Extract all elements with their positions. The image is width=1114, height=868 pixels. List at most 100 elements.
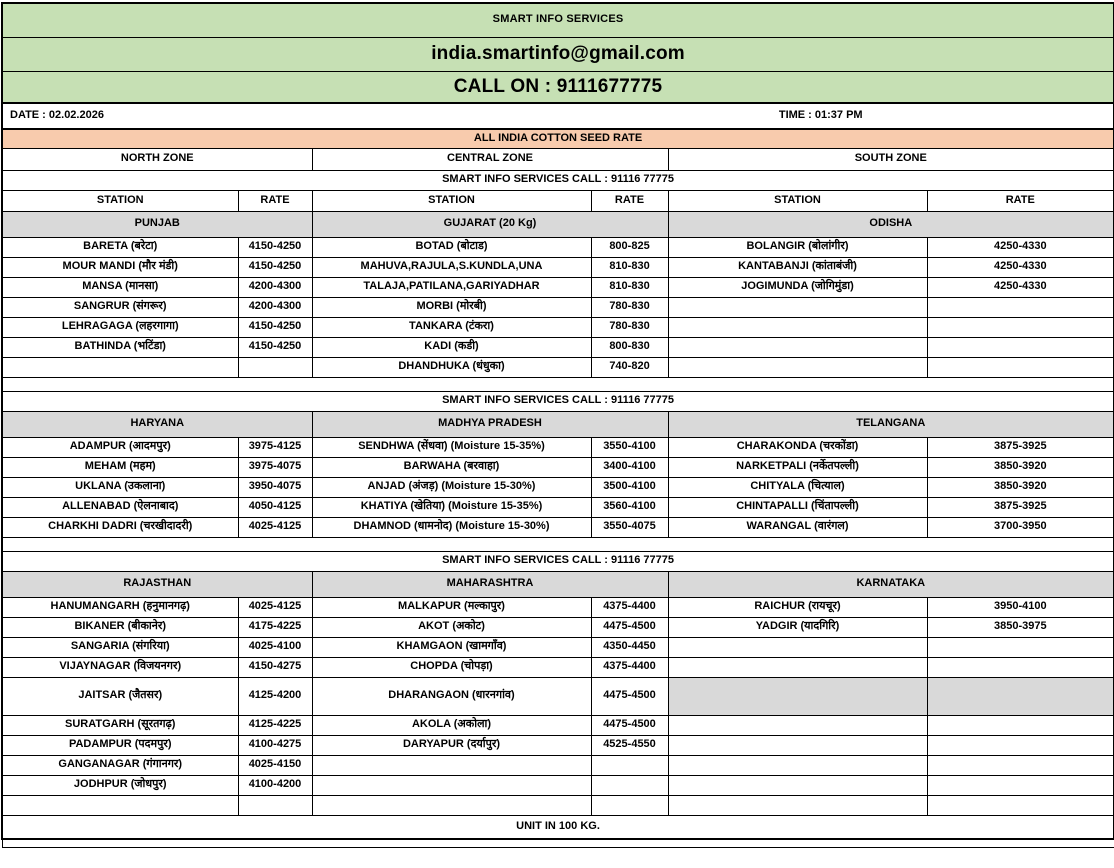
station-cell: JAITSAR (जैतसर) (1, 676, 239, 716)
station-cell: MANSA (मानसा) (1, 276, 239, 298)
rate-cell: 4150-4250 (237, 336, 313, 358)
block-gap-row (0, 376, 1114, 392)
table-row (1, 794, 1114, 816)
table-row: SURATGARH (सूरतगढ़) 4125-4225 AKOLA (अको… (1, 714, 1114, 736)
rate-cell: 4250-4330 (926, 236, 1114, 258)
rate-cell: 810-830 (590, 276, 669, 298)
rate-cell: 3850-3920 (926, 456, 1114, 478)
block-gap-row (0, 536, 1114, 552)
station-cell: GANGANAGAR (गंगानगर) (1, 754, 239, 776)
station-cell (311, 774, 592, 796)
rate-cell: 4525-4550 (590, 734, 669, 756)
rate-cell: 3400-4100 (590, 456, 669, 478)
state-header-rajasthan: RAJASTHAN (1, 570, 313, 598)
station-cell: BARETA (बरेटा) (1, 236, 239, 258)
rate-cell: 4025-4100 (237, 636, 313, 658)
station-cell: KANTABANJI (कांताबंजी) (667, 256, 928, 278)
station-cell (667, 316, 928, 338)
station-cell: CHARAKONDA (चरकोंडा) (667, 436, 928, 458)
table-row: BARETA (बरेटा) 4150-4250 BOTAD (बोटाड) 8… (1, 236, 1114, 258)
table-row: GANGANAGAR (गंगानगर) 4025-4150 (1, 754, 1114, 776)
column-header-row: STATION RATE STATION RATE STATION RATE (1, 189, 1114, 212)
station-cell (667, 774, 928, 796)
station-cell: DHAMNOD (धामनोद) (Moisture 15-30%) (311, 516, 592, 538)
rate-cell: 4375-4400 (590, 656, 669, 678)
unit-note: UNIT IN 100 KG. (0, 814, 1114, 840)
company-title: SMART INFO SERVICES (0, 2, 1114, 38)
station-cell (667, 636, 928, 658)
rate-cell: 800-825 (590, 236, 669, 258)
company-email[interactable]: india.smartinfo@gmail.com (0, 36, 1114, 72)
station-cell (1, 794, 239, 816)
station-cell: CHOPDA (चोपड़ा) (311, 656, 592, 678)
station-cell: BARWAHA (बरवाहा) (311, 456, 592, 478)
station-cell: YADGIR (यादगिरि) (667, 616, 928, 638)
station-cell: PADAMPUR (पदमपुर) (1, 734, 239, 756)
table-row: MANSA (मानसा) 4200-4300 TALAJA,PATILANA,… (1, 276, 1114, 298)
zone-north: NORTH ZONE (1, 147, 313, 171)
rate-cell: 4150-4250 (237, 256, 313, 278)
station-cell (1, 356, 239, 378)
call-band-text: SMART INFO SERVICES CALL : 91116 77775 (0, 550, 1114, 572)
zone-header-row: NORTH ZONE CENTRAL ZONE SOUTH ZONE (1, 147, 1114, 171)
station-cell: TALAJA,PATILANA,GARIYADHAR (311, 276, 592, 298)
station-cell: ALLENABAD (ऐलनाबाद) (1, 496, 239, 518)
rate-cell (926, 316, 1114, 338)
rate-cell (926, 636, 1114, 658)
block-2-state-header-row: HARYANA MADHYA PRADESH TELANGANA (1, 410, 1114, 438)
zone-central: CENTRAL ZONE (311, 147, 669, 171)
rate-cell: 3975-4075 (237, 456, 313, 478)
rate-cell: 4025-4125 (237, 516, 313, 538)
call-band-row-1: SMART INFO SERVICES CALL : 91116 77775 (0, 169, 1114, 191)
rate-cell: 4175-4225 (237, 616, 313, 638)
station-cell (667, 656, 928, 678)
table-row: MOUR MANDI (मौर मंडी) 4150-4250 MAHUVA,R… (1, 256, 1114, 278)
table-row: BIKANER (बीकानेर) 4175-4225 AKOT (अकोट) … (1, 616, 1114, 638)
call-band-text: SMART INFO SERVICES CALL : 91116 77775 (0, 169, 1114, 191)
rate-cell (926, 296, 1114, 318)
rate-cell: 4250-4330 (926, 256, 1114, 278)
company-phone[interactable]: CALL ON : 9111677775 (0, 70, 1114, 104)
station-cell: CHARKHI DADRI (चरखीदादरी) (1, 516, 239, 538)
col-station-central: STATION (311, 189, 592, 212)
station-cell: KADI (कडी) (311, 336, 592, 358)
station-cell: NARKETPALI (नर्केतपल्ली) (667, 456, 928, 478)
table-row: ALLENABAD (ऐलनाबाद) 4050-4125 KHATIYA (ख… (1, 496, 1114, 518)
rate-cell: 3950-4075 (237, 476, 313, 498)
rate-cell (926, 734, 1114, 756)
station-cell (667, 714, 928, 736)
station-cell: KHAMGAON (खामगाँव) (311, 636, 592, 658)
rate-cell: 4475-4500 (590, 676, 669, 716)
gap-spacer (0, 376, 1114, 392)
station-cell: KHATIYA (खेतिया) (Moisture 15-35%) (311, 496, 592, 518)
block-1-state-header-row: PUNJAB GUJARAT (20 Kg) ODISHA (1, 210, 1114, 238)
station-cell: SENDHWA (सेंधवा) (Moisture 15-35%) (311, 436, 592, 458)
call-band-row-2: SMART INFO SERVICES CALL : 91116 77775 (0, 390, 1114, 412)
rate-cell: 4475-4500 (590, 714, 669, 736)
rate-cell: 4125-4200 (237, 676, 313, 716)
rate-cell (926, 676, 1114, 716)
rate-cell (926, 714, 1114, 736)
station-cell: MAHUVA,RAJULA,S.KUNDLA,UNA (311, 256, 592, 278)
rate-cell: 4150-4275 (237, 656, 313, 678)
rate-cell: 4475-4500 (590, 616, 669, 638)
rate-cell: 4125-4225 (237, 714, 313, 736)
station-cell (667, 734, 928, 756)
rate-cell: 3850-3975 (926, 616, 1114, 638)
table-row: MEHAM (महम) 3975-4075 BARWAHA (बरवाहा) 3… (1, 456, 1114, 478)
rate-cell: 3550-4100 (590, 436, 669, 458)
brand-email-row: india.smartinfo@gmail.com (0, 36, 1114, 72)
rate-cell: 780-830 (590, 296, 669, 318)
rate-cell (237, 356, 313, 378)
rate-cell: 740-820 (590, 356, 669, 378)
station-cell: BATHINDA (भटिंडा) (1, 336, 239, 358)
station-cell (667, 794, 928, 816)
rate-cell: 3950-4100 (926, 596, 1114, 618)
station-cell (311, 754, 592, 776)
tail-spacer (1, 838, 1114, 848)
rate-cell: 4100-4275 (237, 734, 313, 756)
station-cell: JOGIMUNDA (जोगिमुंडा) (667, 276, 928, 298)
state-header-punjab: PUNJAB (1, 210, 313, 238)
station-cell: BOLANGIR (बोलांगीर) (667, 236, 928, 258)
table-row: HANUMANGARH (हनुमानगढ़) 4025-4125 MALKAP… (1, 596, 1114, 618)
